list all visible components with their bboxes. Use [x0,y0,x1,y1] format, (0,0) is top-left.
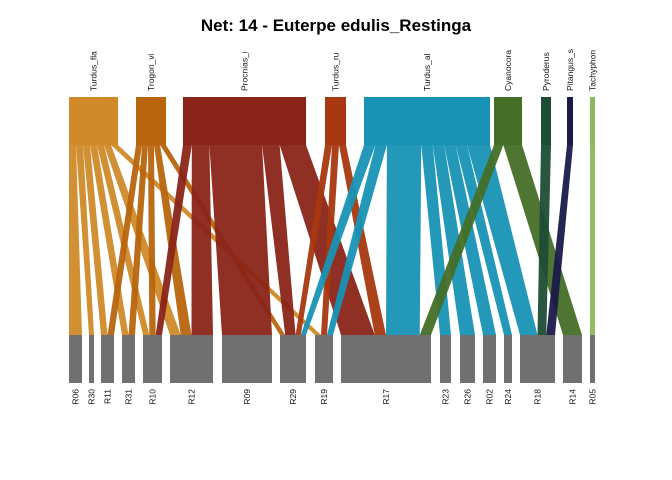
upper-level-boxes [69,97,595,145]
link-Procnias_i-R10 [155,145,192,335]
upper-label-Turdus_fla: Turdus_fla [89,51,99,91]
lower-label-R18: R18 [533,389,543,405]
lower-label-R05: R05 [588,389,598,405]
interaction-links [69,145,595,335]
lower-label-R30: R30 [87,389,97,405]
upper-box-Tachyphon [590,97,595,145]
upper-box-Turdus_fla [69,97,118,145]
link-Trogon_vi-R11 [107,145,142,335]
upper-level-labels: Turdus_fla Trogon_vi Procnias_i Turdus_ru Tu… [89,49,598,91]
lower-box-R18 [520,335,555,383]
link-Tachyphon-R05 [590,145,595,335]
lower-label-R02: R02 [485,389,495,405]
link-Turdus_al-R29 [300,145,376,335]
upper-label-Pyroderus: Pyroderus [541,52,551,91]
upper-box-Cyanocora [494,97,522,145]
upper-label-Procnias_i: Procnias_i [240,51,250,91]
lower-box-R14 [563,335,582,383]
upper-label-Tachyphon: Tachyphon [588,50,598,91]
upper-label-Trogon_vi: Trogon_vi [146,53,156,91]
upper-box-Procnias_i [183,97,306,145]
lower-label-R06: R06 [71,389,81,405]
lower-box-R31 [122,335,135,383]
lower-level-labels: R06 R30 R11 R31 R10 R12 R09 R29 R19 R17 R23 R26 R02 R… [71,389,598,405]
link-Turdus_al-R24 [455,145,512,335]
lower-level-boxes [69,335,595,383]
link-Turdus_al-R17 [386,145,422,335]
upper-label-Turdus_al: Turdus_al [422,53,432,91]
lower-box-R02 [483,335,496,383]
lower-box-R19 [315,335,333,383]
lower-label-R31: R31 [124,389,134,405]
upper-box-Pitangus_s [567,97,573,145]
lower-box-R29 [280,335,306,383]
lower-box-R23 [440,335,451,383]
upper-box-Pyroderus [541,97,551,145]
upper-box-Turdus_ru [325,97,346,145]
link-Procnias_i-R29 [262,145,296,335]
link-Turdus_al-R26 [432,145,475,335]
link-Cyanocora-R17 [419,145,504,335]
lower-label-R24: R24 [503,389,513,405]
upper-box-Trogon_vi [136,97,166,145]
chart-title: Net: 14 - Euterpe edulis_Restinga [201,16,472,35]
lower-label-R17: R17 [381,389,391,405]
lower-box-R24 [504,335,512,383]
link-Turdus_al-R02 [444,145,496,335]
lower-box-R05 [590,335,595,383]
link-Turdus_ru-R19 [321,145,339,335]
lower-label-R26: R26 [463,389,473,405]
upper-label-Cyanocora: Cyanocora [503,50,513,91]
link-Turdus_al-R19 [327,145,387,335]
link-Turdus_fla-R30 [76,145,94,335]
upper-box-Turdus_al [364,97,490,145]
lower-box-R11 [101,335,114,383]
upper-label-Pitangus_s: Pitangus_s [565,49,575,91]
link-Trogon_vi-R31 [128,145,148,335]
lower-label-R14: R14 [568,389,578,405]
link-Turdus_fla-R06 [69,145,82,335]
lower-label-R11: R11 [103,389,113,404]
lower-box-R09 [222,335,272,383]
lower-box-R10 [143,335,162,383]
upper-label-Turdus_ru: Turdus_ru [331,52,341,91]
link-Procnias_i-R09 [209,145,272,335]
lower-label-R12: R12 [187,389,197,405]
link-Trogon_vi-R10 [148,145,156,335]
lower-box-R30 [89,335,94,383]
lower-box-R12 [170,335,213,383]
lower-box-R26 [460,335,475,383]
lower-label-R29: R29 [288,389,298,405]
link-Pyroderus-R18 [537,145,551,335]
link-Turdus_fla-R11 [83,145,108,335]
lower-label-R23: R23 [441,389,451,405]
lower-label-R09: R09 [242,389,252,405]
lower-label-R19: R19 [319,389,329,405]
link-Turdus_fla-R12 [104,145,181,335]
lower-label-R10: R10 [148,389,158,405]
link-Turdus_ru-R29 [295,145,332,335]
lower-box-R06 [69,335,82,383]
lower-box-R17 [341,335,431,383]
link-Pitangus_s-R18 [546,145,573,335]
link-Procnias_i-R12 [191,145,213,335]
